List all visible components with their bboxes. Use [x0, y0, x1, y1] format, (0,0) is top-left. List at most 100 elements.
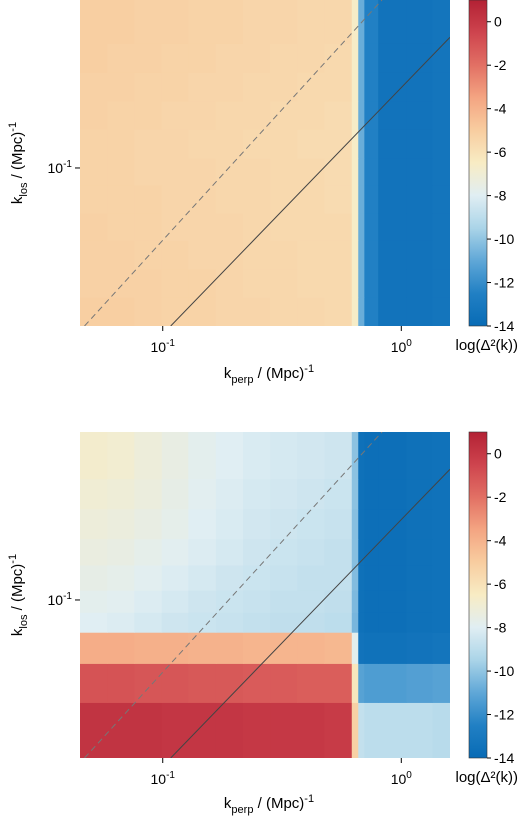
heatmap-cell: [161, 478, 189, 510]
heatmap-cell: [406, 129, 433, 159]
heatmap-cell: [107, 612, 135, 633]
heatmap-cell: [161, 72, 189, 102]
heatmap-cell: [107, 240, 135, 270]
heatmap-cell: [406, 240, 433, 270]
heatmap-cell: [406, 297, 433, 326]
x-axis-label-main: k: [224, 365, 232, 382]
heatmap-cell: [364, 129, 379, 159]
heatmap-cell: [134, 158, 163, 186]
heatmap-cell: [432, 129, 450, 159]
heatmap-cell: [364, 478, 379, 510]
heatmap-cell: [364, 212, 379, 241]
heatmap-cell: [243, 43, 271, 73]
heatmap-cell: [270, 508, 298, 540]
heatmap-cell: [188, 100, 217, 130]
heatmap-cell: [270, 129, 298, 159]
heatmap-cell: [324, 268, 353, 298]
colorbar-tick-label: -8: [494, 620, 507, 636]
heatmap-cell: [161, 590, 189, 613]
heatmap-cell: [243, 268, 271, 298]
x-axis-label-unit: / (Mpc): [253, 795, 304, 812]
heatmap-cell: [378, 129, 407, 159]
heatmap-cell: [297, 0, 325, 44]
heatmap-cell: [351, 43, 359, 73]
heatmap-cell: [134, 184, 163, 214]
heatmap-cell: [351, 240, 359, 270]
y-tick-label-exponent: -1: [63, 159, 72, 170]
heatmap-cell: [134, 632, 163, 664]
heatmap-cell: [378, 663, 407, 703]
heatmap-cell: [358, 478, 365, 510]
heatmap-cell: [324, 240, 353, 270]
heatmap-cell: [324, 72, 353, 102]
heatmap-cell: [161, 43, 189, 73]
heatmap-cell: [215, 129, 244, 159]
heatmap-cell: [432, 590, 450, 613]
heatmap-cell: [351, 632, 359, 664]
heatmap-cell: [243, 184, 271, 214]
heatmap-cell: [432, 663, 450, 703]
heatmap-cell: [358, 100, 365, 130]
heatmap-cell: [364, 663, 379, 703]
heatmap-cell: [270, 72, 298, 102]
colorbar-tick-label: 0: [494, 446, 502, 462]
heatmap-cell: [270, 702, 298, 758]
heatmap-cell: [297, 268, 325, 298]
heatmap-cell: [134, 0, 163, 44]
heatmap-cell: [297, 43, 325, 73]
heatmap-cell: [215, 564, 244, 591]
heatmap-cell: [297, 184, 325, 214]
heatmap-cell: [297, 240, 325, 270]
heatmap-cell: [188, 297, 217, 326]
heatmap-cell: [188, 590, 217, 613]
heatmap-cell: [378, 508, 407, 540]
heatmap-cell: [134, 240, 163, 270]
colorbar-tick-label: -12: [494, 275, 514, 291]
heatmap-cell: [134, 508, 163, 540]
heatmap-cell: [351, 268, 359, 298]
y-axis-label-unit: / (Mpc): [9, 132, 26, 183]
heatmap-cell: [134, 590, 163, 613]
heatmap-cell: [364, 508, 379, 540]
heatmap-cell: [80, 590, 108, 613]
x-tick-label: 10-1: [150, 338, 175, 355]
heatmap-cell: [215, 268, 244, 298]
x-tick-label-base: 10: [150, 771, 166, 787]
heatmap-cell: [107, 0, 135, 44]
heatmap-cell: [215, 612, 244, 633]
heatmap-cell: [107, 508, 135, 540]
heatmap-cell: [270, 590, 298, 613]
heatmap-cell: [378, 432, 407, 480]
heatmap-cell: [134, 268, 163, 298]
heatmap-cell: [134, 538, 163, 566]
heatmap-cell: [107, 212, 135, 241]
heatmap-cell: [324, 100, 353, 130]
heatmap-cell: [297, 702, 325, 758]
heatmap-cell: [432, 564, 450, 591]
heatmap-cells: [80, 0, 450, 326]
heatmap-cell: [134, 478, 163, 510]
heatmap-cell: [188, 612, 217, 633]
y-tick-label-base: 10: [48, 160, 64, 176]
y-axis-label: klos / (Mpc)-1: [7, 554, 30, 636]
heatmap-cell: [107, 43, 135, 73]
heatmap-cell: [80, 43, 108, 73]
heatmap-cell: [188, 158, 217, 186]
colorbar-tick-label: -12: [494, 707, 514, 723]
heatmap-cell: [243, 478, 271, 510]
heatmap-cell: [188, 538, 217, 566]
heatmap-cell: [80, 184, 108, 214]
heatmap-cell: [270, 297, 298, 326]
heatmap-cell: [243, 158, 271, 186]
heatmap-cell: [364, 158, 379, 186]
heatmap-cell: [351, 663, 359, 703]
heatmap-cell: [358, 184, 365, 214]
heatmap-cell: [215, 297, 244, 326]
heatmap-cell: [297, 297, 325, 326]
heatmap-cell: [243, 508, 271, 540]
heatmap-cell: [80, 212, 108, 241]
heatmap-cell: [80, 100, 108, 130]
heatmap-cell: [432, 0, 450, 44]
